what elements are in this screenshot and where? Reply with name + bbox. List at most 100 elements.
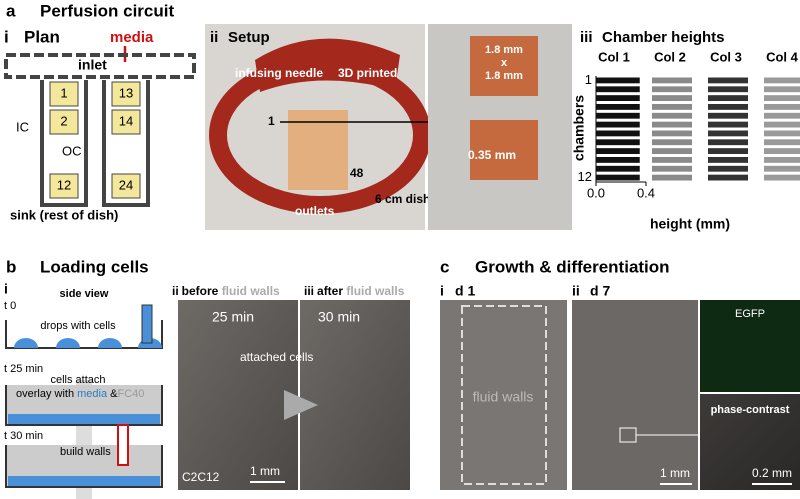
chamber-number: 2 <box>60 113 67 128</box>
legend-label: Col 4 <box>766 49 799 64</box>
bar <box>708 165 748 172</box>
sub-label: ii <box>572 283 580 299</box>
bar <box>764 86 800 93</box>
egfp-photo <box>700 300 800 392</box>
legend-label: Col 2 <box>654 49 686 64</box>
bar <box>596 157 640 163</box>
panel-title: Perfusion circuit <box>40 1 174 20</box>
text: fluid walls <box>222 284 280 298</box>
bar <box>764 77 800 84</box>
bar <box>708 130 748 137</box>
cell-line: C2C12 <box>182 470 220 484</box>
legend-label: Col 1 <box>598 49 630 64</box>
bar <box>708 86 748 93</box>
side-step <box>5 385 163 426</box>
side-step <box>5 424 163 488</box>
time-label: 25 min <box>212 309 254 325</box>
sub-label: ii <box>210 29 218 46</box>
arrow <box>284 390 318 420</box>
text: before <box>182 284 222 298</box>
bar <box>652 174 692 181</box>
gap-label: 0.35 mm <box>468 148 516 162</box>
sub-title: ii before fluid walls <box>172 284 280 298</box>
bar <box>764 104 800 110</box>
chamber-photo <box>470 120 538 180</box>
wall-outline <box>461 305 547 485</box>
bar <box>652 157 692 163</box>
time-label: t 0 <box>4 300 16 312</box>
bar <box>596 95 640 101</box>
bar <box>596 121 640 128</box>
text: FC40 <box>118 388 145 400</box>
bar <box>708 95 748 101</box>
bar <box>596 112 640 119</box>
time-label: 30 min <box>318 309 360 325</box>
bar <box>708 174 748 181</box>
bar <box>708 77 748 84</box>
egfp-label: EGFP <box>735 308 765 320</box>
printed-label: 3D printed <box>338 66 397 80</box>
bar <box>764 112 800 119</box>
scale-label: 1 mm <box>250 464 280 478</box>
before-photo <box>178 300 298 490</box>
text: media <box>77 388 108 400</box>
bar <box>708 121 748 128</box>
sub-label: i <box>440 283 444 299</box>
text: after <box>317 284 346 298</box>
needle-label: infusing needle <box>235 66 323 80</box>
step-label: drops with cells <box>40 320 116 332</box>
bar <box>596 139 640 146</box>
day-label: d 7 <box>590 283 610 299</box>
text: ii <box>172 284 179 298</box>
inlet-label: inlet <box>78 57 107 73</box>
text: fluid walls <box>346 284 404 298</box>
step-label: build walls <box>60 446 111 458</box>
bar <box>764 139 800 146</box>
bar <box>652 104 692 110</box>
dish-label: 6 cm dish <box>375 192 430 206</box>
phase-photo <box>700 394 800 490</box>
side-step <box>5 304 163 349</box>
media-label: media <box>110 29 154 46</box>
scale-label: 1 mm <box>660 466 690 480</box>
view-label: side view <box>60 288 109 300</box>
sub-label: i <box>4 281 8 297</box>
sub-title: Plan <box>24 27 60 46</box>
y-tick-label: 12 <box>578 169 592 184</box>
walls-label: fluid walls <box>473 389 534 405</box>
chamber-grid <box>288 110 348 190</box>
time-label: t 25 min <box>4 363 43 375</box>
sink-label: sink (rest of dish) <box>10 207 118 222</box>
chamber-number: 14 <box>119 113 133 128</box>
scale-label: 0.2 mm <box>752 466 792 480</box>
channels <box>40 80 150 207</box>
size-label: x <box>501 57 508 69</box>
bar <box>596 165 640 172</box>
chamber-number: 13 <box>119 85 133 100</box>
bar <box>652 121 692 128</box>
after-photo <box>300 300 410 490</box>
bar <box>596 130 640 137</box>
ic-label: IC <box>16 119 29 134</box>
bar <box>596 104 640 110</box>
panel-title: Growth & differentiation <box>475 257 670 276</box>
text: overlay with <box>16 388 77 400</box>
chamber-number: 1 <box>60 85 67 100</box>
x-tick-label: 0.0 <box>587 185 605 200</box>
bar <box>764 121 800 128</box>
legend-label: Col 3 <box>710 49 742 64</box>
time-label: t 30 min <box>4 430 43 442</box>
size-label: 1.8 mm <box>485 44 523 56</box>
bar <box>652 139 692 146</box>
bar <box>764 174 800 181</box>
size-label: 1.8 mm <box>485 70 523 82</box>
text: & <box>107 388 118 400</box>
bar <box>708 139 748 146</box>
chambers <box>49 81 141 199</box>
bar <box>596 174 640 181</box>
day-label: d 1 <box>455 283 475 299</box>
bar <box>652 77 692 84</box>
bar <box>596 77 640 84</box>
chamber-number: 12 <box>57 177 71 192</box>
x-tick-label: 0.4 <box>637 185 655 200</box>
